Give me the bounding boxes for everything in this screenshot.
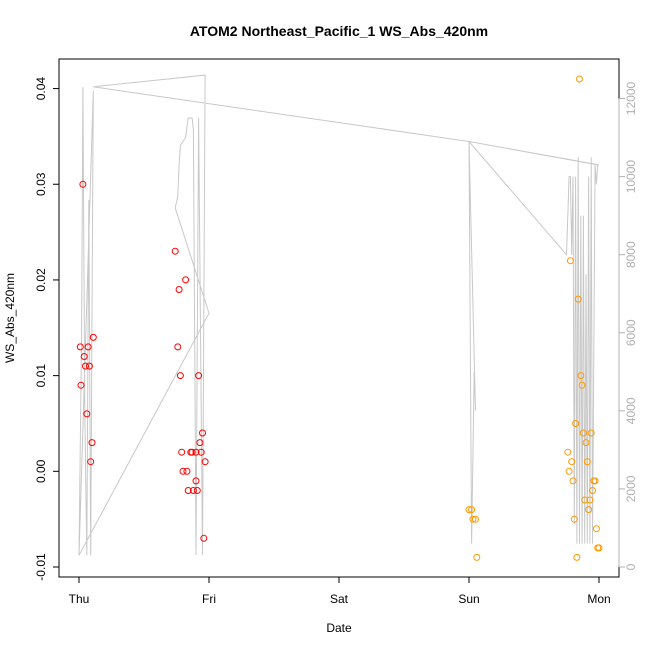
y2-tick-label: 4000 <box>624 397 638 424</box>
data-point <box>570 515 578 523</box>
series-line-0 <box>78 74 600 556</box>
data-point <box>183 467 191 475</box>
y2-tick-label: 8000 <box>624 241 638 268</box>
data-point <box>197 448 205 456</box>
data-point <box>87 458 95 466</box>
data-point <box>574 295 582 303</box>
data-point <box>576 75 583 83</box>
data-point <box>88 439 96 447</box>
x-axis: Thu Fri Sat Sun Mon <box>69 576 611 606</box>
data-point <box>465 506 473 514</box>
data-point <box>583 458 591 466</box>
data-point <box>578 381 586 389</box>
x-tick-label: Sat <box>330 592 349 606</box>
data-point <box>192 477 200 485</box>
data-point <box>581 496 589 504</box>
chart-title: ATOM2 Northeast_Pacific_1 WS_Abs_420nm <box>190 23 488 39</box>
y2-tick-label: 10000 <box>624 160 638 194</box>
data-point <box>586 496 594 504</box>
data-point <box>595 544 603 552</box>
data-point <box>196 439 204 447</box>
right-y-axis: 0 2000 4000 6000 8000 10000 12000 <box>618 82 638 570</box>
x-tick-label: Sun <box>458 592 479 606</box>
data-point <box>80 353 88 360</box>
data-point <box>591 477 599 485</box>
plot-frame <box>58 58 620 578</box>
data-point <box>565 467 573 475</box>
data-point <box>176 372 184 380</box>
data-point <box>592 525 600 533</box>
y-tick-label: 0.04 <box>34 77 48 101</box>
data-point <box>572 420 580 427</box>
left-y-axis: -0.01 0.00 0.01 0.02 0.03 0.04 <box>34 77 60 581</box>
data-point <box>566 257 574 265</box>
x-tick-label: Mon <box>587 592 610 606</box>
y2-tick-label: 6000 <box>624 319 638 346</box>
data-point <box>85 362 93 370</box>
data-point <box>573 553 581 561</box>
data-point <box>472 515 479 523</box>
data-point <box>564 448 572 456</box>
data-point <box>199 429 206 437</box>
data-point <box>569 477 577 485</box>
y-axis-label: WS_Abs_420nm <box>3 273 17 363</box>
x-axis-label: Date <box>326 621 352 635</box>
data-point <box>589 487 596 494</box>
data-point <box>171 247 179 255</box>
data-point <box>89 333 97 341</box>
data-point <box>174 343 182 351</box>
data-point <box>178 448 186 456</box>
y-tick-label: 0.01 <box>34 364 48 388</box>
data-point <box>201 458 209 466</box>
data-point <box>83 410 91 418</box>
data-point <box>579 429 587 437</box>
data-point <box>585 506 593 514</box>
x-tick-label: Fri <box>202 592 216 606</box>
data-point <box>188 448 196 456</box>
data-point <box>587 429 595 437</box>
data-point <box>195 372 203 380</box>
y-tick-label: 0.02 <box>34 268 48 292</box>
y-tick-label: 0.00 <box>34 459 48 483</box>
right-axis-series-line <box>78 74 600 556</box>
data-point <box>79 180 87 188</box>
scatter-points <box>76 75 603 561</box>
data-point <box>175 286 183 293</box>
data-point <box>200 534 208 542</box>
data-point <box>82 362 89 370</box>
data-point <box>184 487 192 494</box>
data-point <box>192 448 200 456</box>
data-point <box>77 381 85 389</box>
y2-tick-label: 0 <box>624 563 638 570</box>
data-point <box>469 515 477 523</box>
data-point <box>182 276 190 284</box>
y-tick-label: -0.01 <box>34 553 48 581</box>
y-tick-label: 0.03 <box>34 172 48 196</box>
data-point <box>179 467 187 475</box>
data-point <box>582 439 590 447</box>
y2-tick-label: 12000 <box>624 82 638 116</box>
x-tick-label: Thu <box>69 592 90 606</box>
data-point <box>577 372 585 380</box>
data-point <box>193 487 201 494</box>
data-point <box>468 506 476 514</box>
data-point <box>189 487 197 494</box>
y2-tick-label: 2000 <box>624 475 638 502</box>
data-point <box>84 343 92 351</box>
data-point <box>568 458 576 466</box>
data-point <box>76 343 84 351</box>
data-point <box>473 553 481 561</box>
